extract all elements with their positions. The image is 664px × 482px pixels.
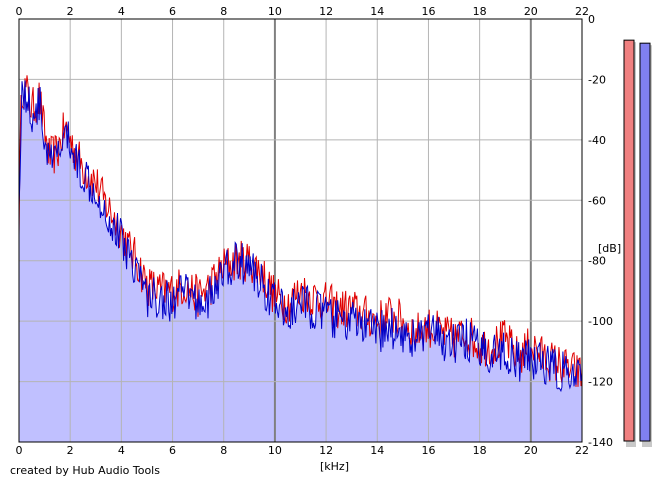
x-axis-label: [kHz] — [320, 460, 349, 473]
x-tick-top-1: 2 — [67, 5, 74, 18]
y-axis-label: [dB] — [598, 242, 621, 255]
x-tick-bottom-0: 0 — [16, 444, 23, 457]
plot-frame — [18, 18, 583, 443]
y-tick-6: -120 — [588, 376, 613, 389]
level-meter-bar-0 — [623, 39, 635, 442]
x-tick-top-2: 4 — [118, 5, 125, 18]
x-tick-bottom-1: 2 — [67, 444, 74, 457]
credit-text: created by Hub Audio Tools — [10, 464, 160, 477]
x-tick-bottom-5: 10 — [268, 444, 282, 457]
y-tick-1: -20 — [588, 73, 606, 86]
x-tick-top-4: 8 — [220, 5, 227, 18]
x-tick-top-0: 0 — [16, 5, 23, 18]
level-meters — [623, 39, 652, 448]
spectrum-area — [19, 80, 582, 443]
y-tick-4: -80 — [588, 255, 606, 268]
y-tick-7: -140 — [588, 436, 613, 449]
x-tick-top-5: 10 — [268, 5, 282, 18]
x-tick-bottom-10: 20 — [524, 444, 538, 457]
y-tick-2: -40 — [588, 134, 606, 147]
x-tick-bottom-9: 18 — [473, 444, 487, 457]
series-red-line — [18, 75, 583, 387]
x-tick-top-8: 16 — [421, 5, 435, 18]
x-tick-bottom-3: 6 — [169, 444, 176, 457]
x-tick-bottom-2: 4 — [118, 444, 125, 457]
y-tick-5: -100 — [588, 315, 613, 328]
level-meter-bar-1 — [639, 42, 651, 442]
x-tick-bottom-8: 16 — [421, 444, 435, 457]
x-tick-top-11: 22 — [575, 5, 589, 18]
y-tick-0: 0 — [588, 13, 595, 26]
x-tick-bottom-7: 14 — [370, 444, 384, 457]
x-tick-top-10: 20 — [524, 5, 538, 18]
x-tick-bottom-11: 22 — [575, 444, 589, 457]
x-tick-top-3: 6 — [169, 5, 176, 18]
x-tick-top-6: 12 — [319, 5, 333, 18]
series-blue-line — [18, 80, 583, 393]
x-tick-bottom-4: 8 — [220, 444, 227, 457]
y-tick-3: -60 — [588, 194, 606, 207]
x-tick-top-9: 18 — [473, 5, 487, 18]
x-tick-bottom-6: 12 — [319, 444, 333, 457]
y-tick-labels: 0 -20 -40 -60 -80 -100 -120 -140 — [588, 13, 613, 449]
x-tick-top-7: 14 — [370, 5, 384, 18]
